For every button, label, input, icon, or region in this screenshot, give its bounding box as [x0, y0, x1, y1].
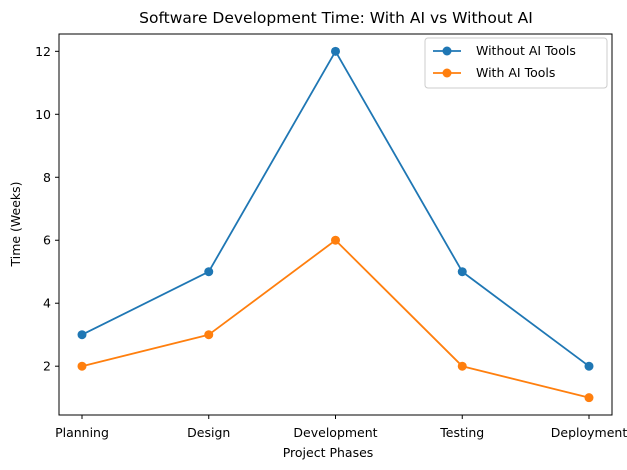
x-axis-ticks: Planning Design Development Testing Deployme…	[55, 415, 627, 440]
y-tick-label: 2	[43, 359, 51, 374]
y-tick-label: 4	[43, 296, 51, 311]
y-tick-label: 10	[35, 107, 51, 122]
data-point	[204, 267, 214, 277]
data-point	[77, 330, 87, 340]
x-tick-label: Testing	[439, 425, 484, 440]
series-layer	[77, 46, 594, 403]
data-point	[331, 235, 340, 245]
data-point	[457, 267, 467, 277]
legend-marker-without-ai	[442, 46, 452, 56]
legend-label-without-ai: Without AI Tools	[476, 43, 576, 58]
legend: Without AI Tools With AI Tools	[424, 37, 608, 89]
chart-title: Software Development Time: With AI vs Wi…	[139, 9, 533, 27]
legend-box	[424, 37, 608, 89]
data-point	[331, 46, 340, 56]
x-tick-label: Planning	[55, 425, 109, 440]
legend-label-with-ai: With AI Tools	[476, 65, 555, 80]
legend-marker-with-ai	[442, 68, 452, 78]
x-axis-label: Project Phases	[283, 445, 374, 460]
x-tick-label: Development	[293, 425, 377, 440]
y-axis-ticks: 2 4 6 8 10 12	[35, 44, 59, 374]
x-tick-label: Deployment	[551, 425, 627, 440]
y-tick-label: 6	[43, 233, 51, 248]
data-point	[584, 361, 594, 371]
data-point	[77, 361, 87, 371]
x-tick-label: Design	[187, 425, 230, 440]
y-axis-label: Time (Weeks)	[8, 181, 23, 267]
data-point	[204, 330, 214, 340]
data-point	[584, 393, 594, 403]
data-point	[457, 361, 467, 371]
y-tick-label: 12	[35, 44, 51, 59]
y-tick-label: 8	[43, 170, 51, 185]
plot-area	[58, 33, 613, 416]
